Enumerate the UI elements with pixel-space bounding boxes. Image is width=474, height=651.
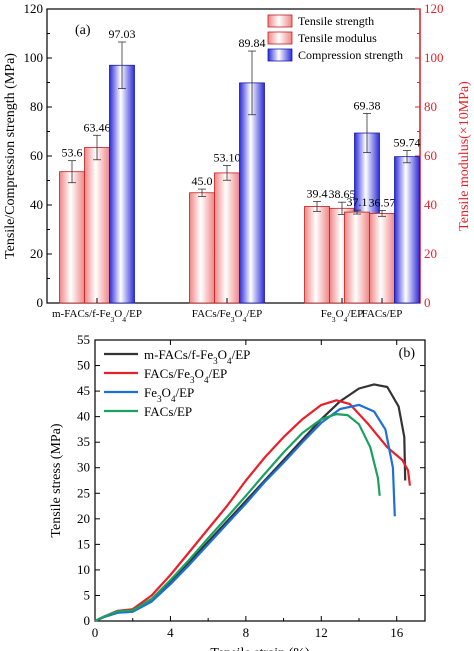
data-label: 53.6 [62, 146, 83, 160]
y-tick-label: 50 [77, 358, 90, 373]
data-label: 37.1 [347, 195, 368, 209]
y-tick-label: 35 [77, 434, 90, 449]
y-tick-label: 5 [84, 587, 91, 602]
y-axis-label: Tensile stress (MPa) [49, 423, 64, 537]
y-tick-label: 10 [77, 562, 90, 577]
y-tick-label-left: 60 [30, 148, 43, 163]
legend-label: Tensile modulus [298, 31, 377, 45]
bar-compression-strength [394, 156, 420, 304]
x-category-label: FACs/EP [362, 308, 403, 320]
plot-frame-b [94, 339, 426, 622]
y-tick-label-left: 100 [24, 50, 44, 65]
legend-swatch [267, 48, 293, 62]
bar-tensile-modulus [214, 172, 240, 304]
panel-label-a: (a) [75, 23, 91, 38]
series-line-fe3o4-ep [94, 403, 396, 623]
legend-label: Fe3O4/EP [144, 385, 194, 404]
legend-label: m-FACs/f-Fe3O4/EP [144, 347, 250, 366]
bar-tensile-strength [304, 206, 330, 304]
x-tick-label: 12 [315, 625, 328, 640]
data-label: 69.38 [354, 98, 381, 112]
y-tick-label: 15 [77, 536, 90, 551]
data-label: 53.10 [214, 151, 241, 165]
legend-label: Compression strength [298, 48, 403, 62]
y-tick-label: 55 [77, 332, 90, 347]
x-tick-label: 16 [390, 625, 404, 640]
x-axis-label: Tensile strain (%) [210, 646, 310, 651]
y-axis-label-left: Tensile/Compression strength (MPa) [3, 53, 18, 259]
x-tick-label: 0 [92, 625, 99, 640]
x-tick-label: 4 [167, 625, 174, 640]
legend-label: FACs/Fe3O4/EP [144, 366, 227, 385]
line-chart-panel-b: 0 5 10 15 20 25 30 35 40 45 50 55 0 4 8 12 16 Tensile str… [49, 332, 426, 651]
y-tick-label-right: 80 [424, 99, 437, 114]
y-tick-label: 0 [84, 613, 91, 628]
y-tick-label: 45 [77, 383, 90, 398]
data-label: 39.4 [307, 187, 328, 201]
panel-label-b: (b) [399, 346, 416, 361]
bar-tensile-strength [189, 192, 215, 304]
bar-chart-panel-a: 0 0 20 20 40 40 60 60 80 80 100 100 120 120 Tensile/Co… [3, 1, 472, 324]
bar-tensile-modulus [369, 213, 395, 304]
y-tick-label-left: 40 [30, 197, 43, 212]
y-tick-label-left: 20 [30, 246, 43, 261]
legend-a: Tensile strength Tensile modulus Compressi… [267, 14, 403, 62]
legend-label: FACs/EP [144, 404, 192, 419]
series-line-facs-ep [94, 413, 381, 622]
y-tick-label-right: 60 [424, 148, 437, 163]
bar-tensile-strength [344, 211, 370, 304]
legend-swatch [267, 31, 293, 45]
x-category-label: Fe3O4/EP [321, 308, 364, 324]
legend-swatch [267, 14, 293, 28]
x-tick-label: 8 [243, 625, 250, 640]
data-label: 36.57 [369, 195, 396, 209]
series-line-facs-fe3o4-ep [94, 399, 411, 622]
bar-tensile-strength [59, 171, 85, 304]
data-label: 89.84 [239, 36, 266, 50]
bar-tensile-modulus [84, 147, 110, 304]
y-tick-label-right: 20 [424, 246, 437, 261]
y-tick-label-right: 100 [424, 50, 444, 65]
legend-label: Tensile strength [298, 14, 374, 28]
data-label: 59.74 [394, 136, 421, 150]
y-tick-label: 40 [77, 409, 90, 424]
y-tick-label-right: 0 [424, 295, 431, 310]
data-label: 97.03 [109, 27, 136, 41]
bar-compression-strength [239, 82, 265, 304]
y-tick-label-right: 40 [424, 197, 437, 212]
y-tick-label-left: 120 [24, 1, 44, 16]
x-category-label: m-FACs/f-Fe3O4/EP [52, 308, 142, 324]
y-tick-label: 20 [77, 511, 90, 526]
x-category-label: FACs/Fe3O4/EP [192, 308, 262, 324]
y-tick-label-left: 0 [37, 295, 44, 310]
y-axis-label-right: Tensile modulus(×10MPa) [457, 81, 472, 231]
y-tick-label: 25 [77, 485, 90, 500]
y-tick-label-left: 80 [30, 99, 43, 114]
y-tick-label-right: 120 [424, 1, 444, 16]
data-label: 45.0 [192, 174, 213, 188]
bar-compression-strength [109, 64, 135, 304]
series-line-m-facs-f-fe3o4-ep [94, 383, 407, 623]
data-label: 63.46 [84, 120, 111, 134]
legend-b: m-FACs/f-Fe3O4/EPFACs/Fe3O4/EPFe3O4/EPFA… [104, 347, 250, 419]
data-label: 38.65 [329, 187, 356, 201]
y-tick-label: 30 [77, 460, 90, 475]
